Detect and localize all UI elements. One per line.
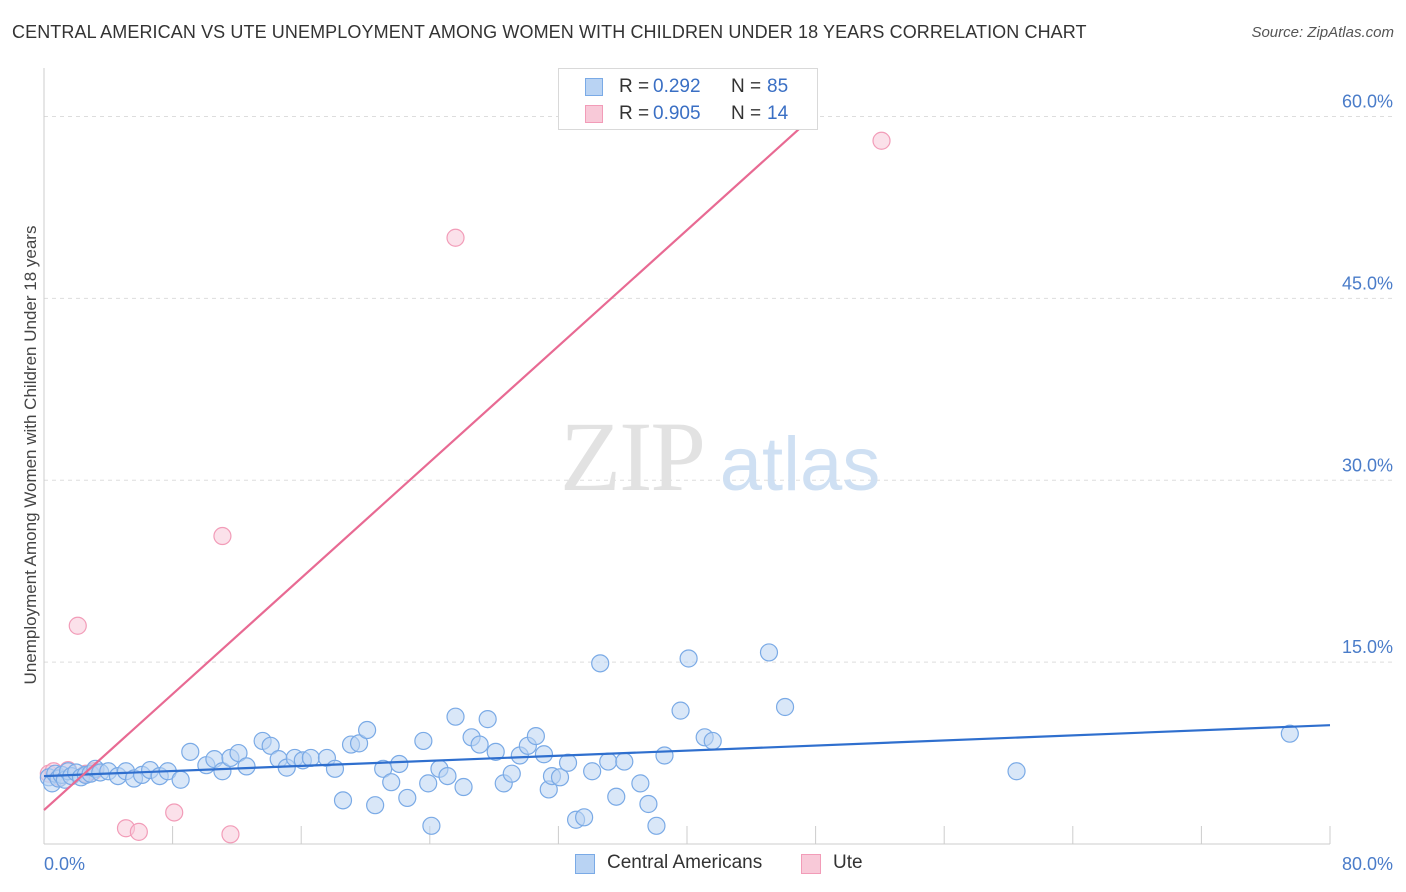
trend-lines (43, 113, 1331, 811)
central-americans-point (655, 746, 674, 765)
central-americans-point (390, 754, 409, 774)
central-americans-point (575, 808, 594, 827)
central-americans-point (1007, 762, 1026, 781)
central-americans-point (414, 731, 433, 751)
ute-point (129, 822, 148, 841)
central-americans-point (358, 720, 377, 740)
central-americans-point (1280, 724, 1299, 743)
central-americans-point (759, 643, 779, 662)
central-americans-point (237, 757, 256, 776)
legend-label-central-americans: Central Americans (607, 852, 763, 873)
central-americans-point (229, 743, 248, 763)
legend-n-value: 85 (767, 76, 789, 97)
gridlines (44, 116, 1393, 663)
central-americans-point (502, 764, 521, 783)
legend-r-label: R = (619, 76, 650, 97)
series-central-americans-points (39, 643, 1299, 835)
y-tick-label: 60.0% (1342, 92, 1393, 112)
central-americans-point (615, 752, 634, 771)
central-americans-point (419, 774, 438, 793)
central-americans-point (470, 735, 489, 754)
legend-n-value: 14 (767, 103, 789, 124)
central-americans-point (366, 796, 385, 815)
legend-swatch-central-americans (575, 854, 595, 874)
central-americans-point (325, 759, 345, 778)
central-americans-point (534, 745, 554, 764)
central-americans-point (486, 742, 505, 761)
central-americans-point (526, 726, 545, 746)
central-americans-point (454, 777, 473, 797)
ute-point (872, 131, 891, 150)
y-tick-label: 30.0% (1342, 455, 1393, 475)
legend-r-value: 0.292 (653, 76, 701, 97)
central-americans-point (679, 649, 698, 668)
central-americans-point (181, 742, 200, 761)
central-americans-point (607, 787, 626, 806)
central-americans-point (349, 734, 369, 753)
central-americans-point (631, 774, 650, 793)
central-americans-point (591, 654, 610, 673)
legend-swatch-ute (801, 854, 821, 874)
watermark-zip: ZIP (560, 401, 704, 512)
trend-line-central-americans (43, 724, 1331, 778)
axes (43, 68, 1331, 845)
central-americans-point (398, 788, 417, 808)
legend-n-label: N = (731, 76, 762, 97)
y-tick-labels: 15.0% 30.0% 45.0% 60.0% (1342, 92, 1393, 658)
trend-line-ute (43, 113, 817, 811)
legend-swatch-ute (585, 105, 603, 123)
legend-n-label: N = (731, 103, 762, 124)
central-americans-point (422, 816, 441, 835)
central-americans-point (703, 731, 722, 751)
legend-r-label: R = (619, 103, 650, 124)
ute-point (221, 825, 240, 844)
central-americans-point (558, 753, 578, 772)
source-credit[interactable]: Source: ZipAtlas.com (1251, 24, 1394, 41)
ute-point (213, 526, 232, 546)
central-americans-point (261, 736, 280, 755)
ute-point (165, 803, 184, 822)
central-americans-point (478, 710, 497, 729)
legend-swatch-central-americans (585, 78, 603, 96)
y-tick-label: 45.0% (1342, 273, 1393, 293)
central-americans-point (599, 752, 618, 771)
central-americans-point (583, 762, 602, 781)
ute-point (68, 616, 87, 635)
central-americans-point (333, 791, 353, 810)
central-americans-point (213, 762, 232, 781)
legend-r-value: 0.905 (653, 103, 701, 124)
y-tick-label: 15.0% (1342, 637, 1393, 657)
central-americans-point (671, 701, 690, 720)
legend-label-ute: Ute (833, 852, 863, 873)
y-axis-label: Unemployment Among Women with Children U… (21, 226, 40, 685)
central-americans-point (382, 773, 401, 792)
watermark-atlas: atlas (720, 422, 881, 507)
central-americans-point (301, 748, 320, 768)
correlation-legend: R = 0.292 N = 85 R = 0.905 N = 14 (558, 68, 818, 130)
central-americans-point (550, 768, 570, 787)
central-americans-point (438, 766, 457, 786)
chart-title: CENTRAL AMERICAN VS UTE UNEMPLOYMENT AMO… (12, 22, 1087, 42)
central-americans-point (639, 794, 658, 814)
central-americans-point (171, 770, 190, 789)
central-americans-point (446, 707, 465, 726)
central-americans-point (647, 816, 666, 835)
x-tick-label-max: 80.0% (1342, 854, 1393, 874)
ute-point (446, 228, 465, 247)
x-tick-label-min: 0.0% (44, 854, 85, 874)
central-americans-point (775, 697, 795, 717)
